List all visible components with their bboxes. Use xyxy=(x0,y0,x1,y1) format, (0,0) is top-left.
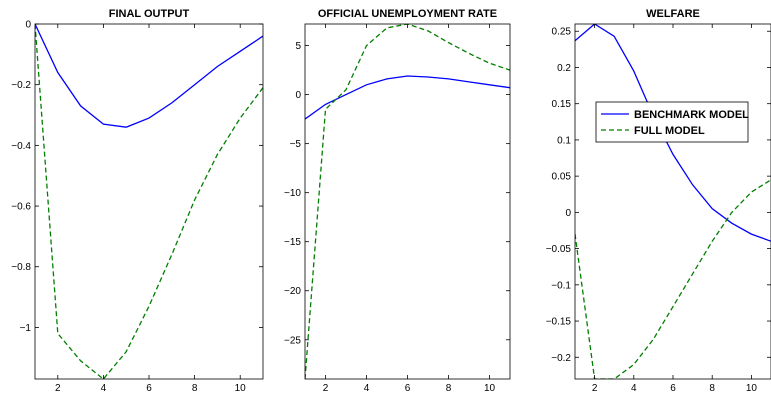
series-line-benchmark xyxy=(305,75,510,120)
y-tick-label: −0.2 xyxy=(11,80,31,91)
y-tick-label: −0.6 xyxy=(11,202,31,213)
y-tick-label: −20 xyxy=(284,286,301,297)
legend-box xyxy=(595,101,749,143)
y-tick-label: −0.4 xyxy=(11,141,31,152)
y-tick-label: 0.1 xyxy=(557,135,571,146)
series-line-benchmark xyxy=(35,24,263,128)
chart-title: WELFARE xyxy=(646,8,700,20)
x-tick-label: 10 xyxy=(235,383,247,394)
x-tick-label: 6 xyxy=(670,383,676,394)
chart-panel-2: OFFICIAL UNEMPLOYMENT RATE 2 4 6 8 10 5 0 −5 −10 −… xyxy=(284,8,511,394)
y-tick-label: −1 xyxy=(20,323,32,334)
y-tick-label: 0 xyxy=(25,20,31,31)
legend: BENCHMARK MODEL FULL MODEL xyxy=(595,101,749,143)
y-tick-label: 0.25 xyxy=(552,27,572,38)
x-tick-label: 8 xyxy=(192,383,198,394)
y-tick-label: −10 xyxy=(284,188,301,199)
y-tick-label: −0.1 xyxy=(551,280,571,291)
y-tick-label: 0 xyxy=(565,208,571,219)
x-tick-label: 4 xyxy=(101,383,107,394)
chart-panel-1: FINAL OUTPUT 2 4 6 8 10 0 −0.2 −0.4 −0.6 −0.8 −1 xyxy=(11,8,264,394)
series-line-benchmark xyxy=(575,24,771,242)
series-line-full xyxy=(305,24,510,379)
chart-title: OFFICIAL UNEMPLOYMENT RATE xyxy=(318,8,497,20)
x-tick-label: 6 xyxy=(146,383,152,394)
legend-label: FULL MODEL xyxy=(634,125,705,137)
y-tick-label: −0.8 xyxy=(11,262,31,273)
y-tick-label: −0.2 xyxy=(551,353,571,364)
x-tick-label: 8 xyxy=(446,383,452,394)
y-tick-label: 0.15 xyxy=(552,99,572,110)
series-line-full xyxy=(35,24,263,379)
x-tick-label: 2 xyxy=(55,383,61,394)
y-tick-label: −25 xyxy=(284,335,301,346)
legend-label: BENCHMARK MODEL xyxy=(634,109,749,121)
y-tick-label: 0.05 xyxy=(552,172,572,183)
x-tick-label: 4 xyxy=(631,383,637,394)
axes-frame xyxy=(304,23,511,380)
y-tick-label: 0 xyxy=(295,90,301,101)
y-tick-label: 0.2 xyxy=(557,63,571,74)
x-tick-label: 10 xyxy=(746,383,758,394)
series-line-full xyxy=(575,179,771,379)
y-tick-label: −0.05 xyxy=(546,244,572,255)
y-tick-label: −15 xyxy=(284,237,301,248)
x-tick-label: 6 xyxy=(405,383,411,394)
x-tick-label: 10 xyxy=(484,383,496,394)
chart-title: FINAL OUTPUT xyxy=(109,8,190,20)
x-tick-label: 4 xyxy=(364,383,370,394)
x-tick-label: 8 xyxy=(709,383,715,394)
chart-panel-3: WELFARE 2 4 6 8 10 0.25 0.2 0.15 0.1 0.05 0 −0.05 −0.… xyxy=(546,8,771,394)
y-tick-label: −5 xyxy=(290,139,302,150)
x-tick-label: 2 xyxy=(323,383,329,394)
y-tick-label: −0.15 xyxy=(546,317,572,328)
y-tick-label: 5 xyxy=(295,41,301,52)
x-tick-label: 2 xyxy=(592,383,598,394)
axes-frame xyxy=(34,23,264,380)
